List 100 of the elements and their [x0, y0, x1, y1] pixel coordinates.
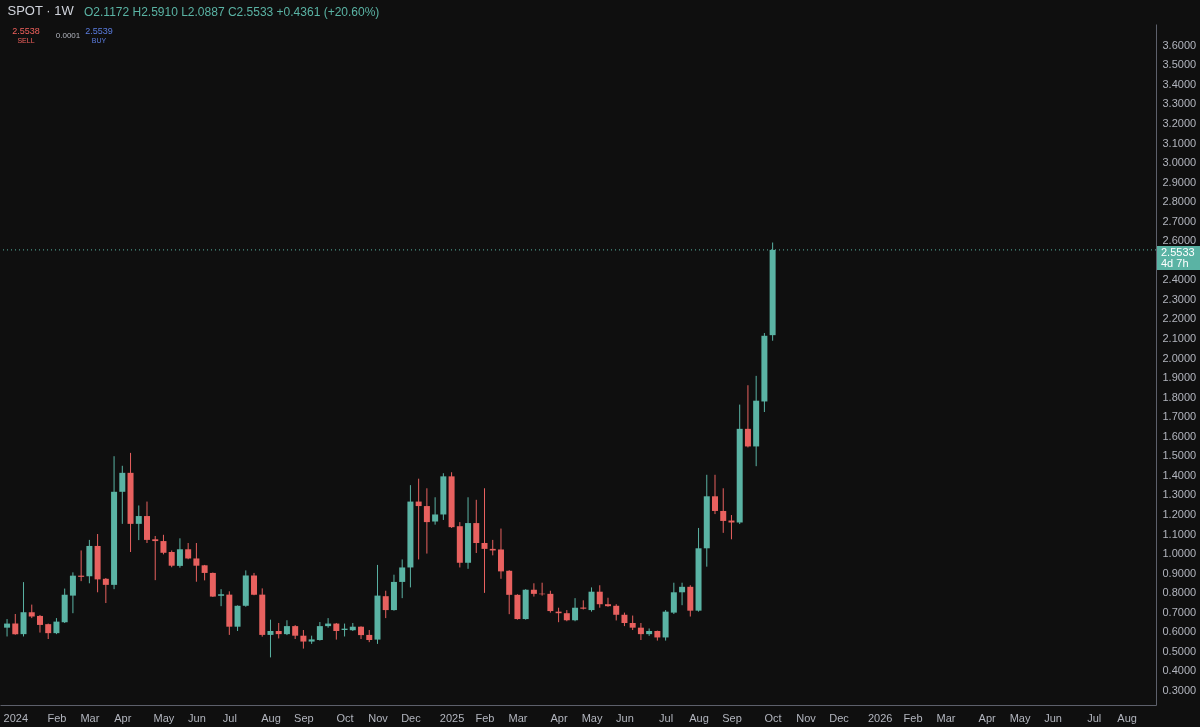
x-tick-label: Jun — [188, 711, 206, 724]
x-tick-label: Jul — [1087, 711, 1102, 724]
candlestick — [530, 582, 537, 598]
x-tick-label: Dec — [829, 711, 850, 724]
x-tick-label: May — [153, 711, 175, 724]
y-tick-label: 0.9000 — [1162, 566, 1197, 579]
candlestick — [588, 586, 595, 613]
candlestick — [135, 504, 142, 541]
y-tick-label: 2.7000 — [1162, 214, 1197, 227]
x-tick-label: Feb — [475, 711, 495, 724]
y-tick-label: 1.5000 — [1162, 449, 1197, 462]
candlestick — [218, 588, 225, 607]
y-tick-label: 1.7000 — [1162, 410, 1197, 423]
chart-title: SPOT · 1W — [7, 3, 75, 18]
candlestick — [646, 627, 653, 637]
y-tick-label: 0.4000 — [1162, 664, 1197, 677]
x-tick-label: Apr — [978, 711, 997, 724]
candlestick — [744, 384, 751, 448]
y-tick-label: 1.1000 — [1162, 527, 1197, 540]
y-tick-label: 1.0000 — [1162, 547, 1197, 560]
candlestick — [679, 582, 686, 606]
text: 4d 7h — [1161, 256, 1189, 269]
y-tick-label: 3.6000 — [1162, 38, 1197, 51]
x-tick-label: Feb — [47, 711, 67, 724]
candlestick — [399, 558, 406, 599]
x-tick-label: Nov — [368, 711, 389, 724]
x-tick-label: 2024 — [3, 711, 29, 724]
candlestick — [497, 528, 504, 580]
x-tick-label: Mar — [936, 711, 956, 724]
y-tick-label: 1.6000 — [1162, 429, 1197, 442]
y-tick-label: 2.9000 — [1162, 175, 1197, 188]
y-tick-label: 0.5000 — [1162, 644, 1197, 657]
x-tick-label: 2026 — [867, 711, 893, 724]
x-tick-label: Nov — [796, 711, 817, 724]
candlestick — [144, 501, 150, 544]
candlestick — [481, 487, 488, 594]
y-tick-label: 0.8000 — [1162, 586, 1197, 599]
annotation: 2.5538 — [12, 26, 40, 36]
ref-line-label: 2.5533 — [1161, 245, 1195, 258]
y-tick-label: 2.8000 — [1162, 195, 1197, 208]
y-tick-label: 0.7000 — [1162, 605, 1197, 618]
y-tick-label: 3.2000 — [1162, 116, 1197, 129]
candlestick — [473, 499, 480, 554]
y-tick-label: 2.1000 — [1162, 332, 1197, 345]
y-tick-label: 1.4000 — [1162, 468, 1197, 481]
candlestick — [176, 537, 183, 569]
candlestick — [267, 619, 274, 658]
x-tick-label: 2025 — [439, 711, 465, 724]
x-tick-label: Apr — [550, 711, 568, 724]
candlestick — [69, 571, 76, 614]
x-tick-label: Aug — [261, 711, 281, 724]
candlestick — [637, 622, 644, 641]
x-tick-label: May — [581, 711, 603, 724]
candlestick — [300, 629, 307, 650]
y-tick-label: 1.9000 — [1162, 371, 1197, 384]
candlestick — [209, 572, 216, 598]
x-tick-label: Jun — [616, 711, 634, 724]
candlestick — [160, 534, 167, 555]
candlestick — [316, 621, 323, 642]
candlestick — [102, 577, 109, 604]
candlestick — [572, 597, 579, 622]
x-tick-label: Sep — [294, 711, 314, 724]
candlestick — [12, 613, 19, 636]
y-tick-label: 2.4000 — [1162, 273, 1197, 286]
y-tick-label: 1.8000 — [1162, 390, 1197, 403]
y-tick-label: 3.4000 — [1162, 77, 1197, 90]
y-tick-label: 0.6000 — [1162, 625, 1197, 638]
x-tick-label: Oct — [764, 711, 782, 724]
candlestick — [152, 535, 159, 581]
y-tick-label: 1.2000 — [1162, 507, 1197, 520]
candlestick — [547, 590, 554, 614]
y-tick-label: 2.3000 — [1162, 292, 1197, 305]
y-tick-label: 3.0000 — [1162, 156, 1197, 169]
x-tick-label: May — [1009, 711, 1031, 724]
candlestick — [670, 582, 677, 615]
annotation: 2.5539 — [85, 26, 113, 36]
candlestick — [20, 581, 27, 637]
candlestick — [687, 584, 694, 618]
candlestick — [234, 604, 241, 632]
candlestick — [283, 619, 290, 636]
y-tick-label: 1.3000 — [1162, 488, 1197, 501]
x-tick-label: Jun — [1044, 711, 1062, 724]
candlestick — [382, 590, 389, 619]
x-tick-label: Dec — [401, 711, 422, 724]
y-tick-label: 3.5000 — [1162, 58, 1197, 71]
y-tick-label: 3.3000 — [1162, 97, 1197, 110]
x-tick-label: Aug — [1117, 711, 1137, 724]
x-tick-label: Aug — [689, 711, 709, 724]
y-tick-label: 3.1000 — [1162, 136, 1197, 149]
text: O2.1172 H2.5910 L2.0887 C2.5533 +0.4361 (+20.60%) — [84, 5, 380, 19]
y-tick-label: 0.3000 — [1162, 683, 1197, 696]
x-tick-label: Apr — [114, 711, 132, 724]
candlestick — [193, 542, 200, 583]
candlestick — [432, 496, 439, 526]
x-tick-label: Jul — [222, 711, 237, 724]
x-tick-label: Mar — [508, 711, 528, 724]
x-tick-label: Jul — [659, 711, 674, 724]
candlestick — [604, 597, 611, 608]
candlestick — [596, 584, 603, 609]
x-tick-label: Oct — [336, 711, 354, 724]
